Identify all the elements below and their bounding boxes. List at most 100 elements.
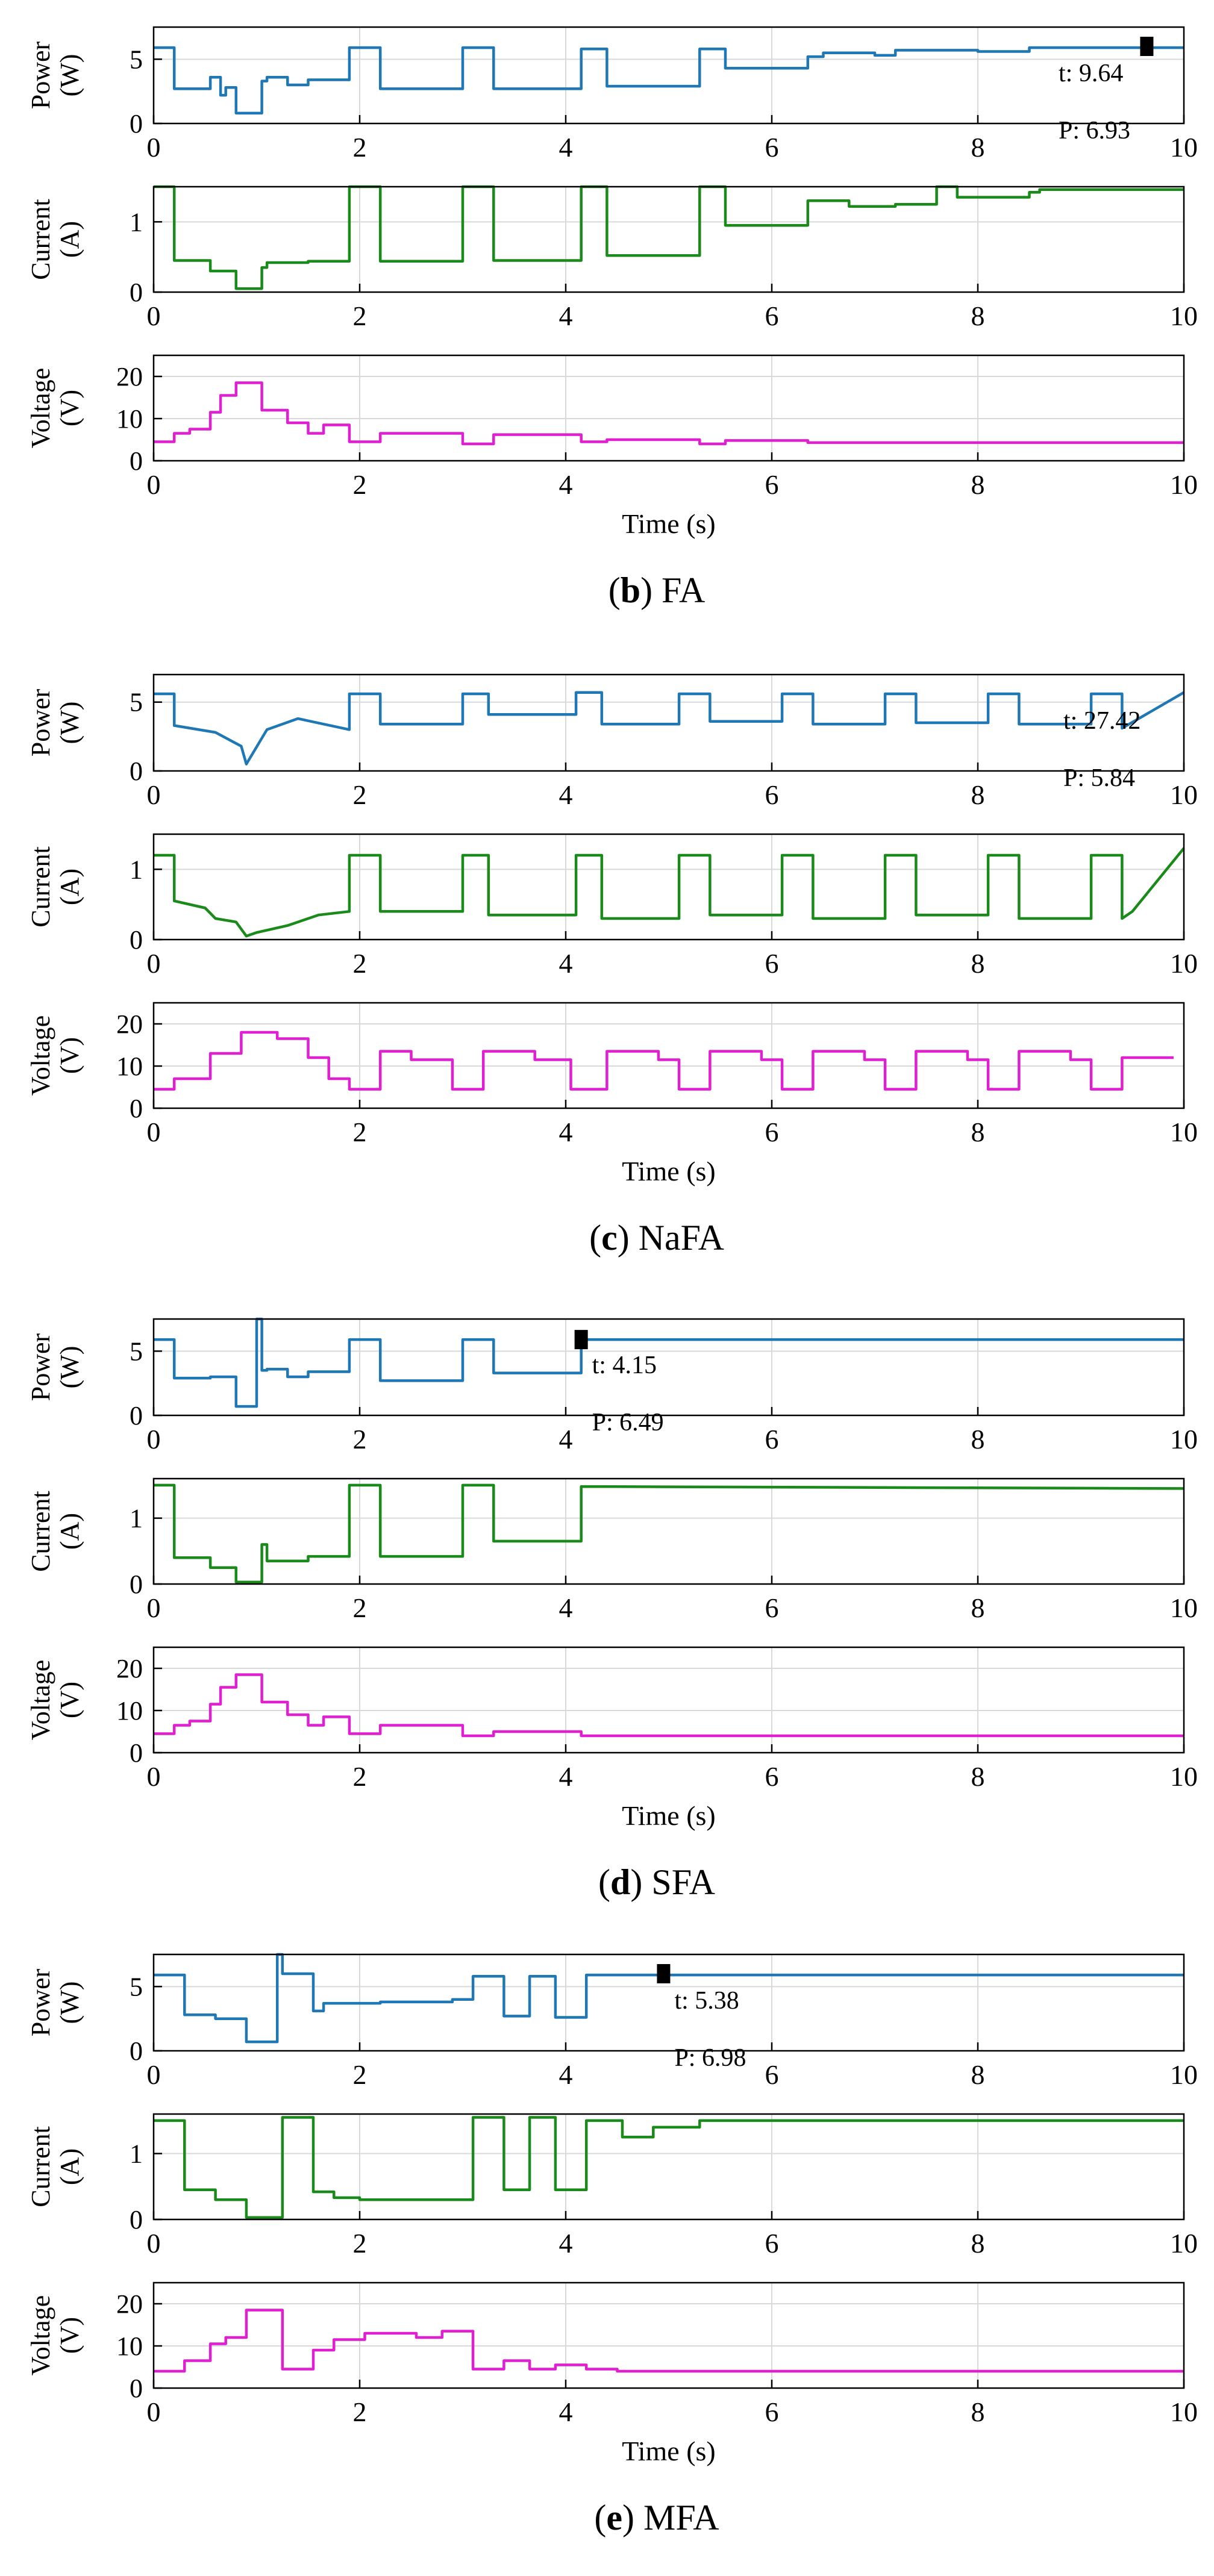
x-tick-label: 6 (765, 2059, 779, 2090)
x-tick-label: 0 (147, 1761, 161, 1792)
x-tick-label: 10 (1170, 301, 1198, 331)
x-tick-label: 2 (353, 948, 367, 979)
axes-box (152, 2281, 1185, 2389)
axes-box (152, 673, 1185, 772)
caption-text: NaFA (639, 1218, 724, 1258)
x-tick-label: 10 (1170, 2397, 1198, 2427)
y-axis-label: Voltage (26, 368, 55, 449)
y-tick-label: 0 (130, 1094, 143, 1123)
subplot-power: 0 5 0 2 4 6 8 10 Power (W) t: 27.42 P: 5.84 (26, 673, 1198, 810)
caption-text: MFA (643, 2498, 719, 2537)
x-tick-label: 4 (559, 132, 573, 163)
x-axis-label: Time (s) (622, 508, 716, 539)
y-axis-unit: (V) (55, 1682, 84, 1718)
x-tick-label: 6 (765, 779, 779, 810)
subplot-power: 0 5 0 2 4 6 8 10 Power (W) t: 9.64 P: 6.93 (26, 26, 1198, 163)
x-tick-label: 2 (353, 2228, 367, 2259)
x-axis-label: Time (s) (622, 1800, 716, 1831)
x-tick-label: 0 (147, 948, 161, 979)
y-tick-label: 0 (130, 446, 143, 476)
x-tick-label: 6 (765, 1592, 779, 1623)
x-tick-label: 4 (559, 1424, 573, 1455)
y-tick-label: 10 (116, 1052, 143, 1081)
y-tick-label: 5 (130, 1336, 143, 1366)
y-axis-label: Power (26, 41, 55, 109)
datatip-time: t: 4.15 (592, 1352, 657, 1379)
x-tick-label: 2 (353, 779, 367, 810)
datatip-power: P: 6.93 (1059, 117, 1130, 145)
x-axis-label: Time (s) (622, 1156, 716, 1187)
x-tick-label: 6 (765, 469, 779, 500)
caption-label: b (621, 570, 640, 610)
x-tick-label: 4 (559, 1117, 573, 1147)
x-tick-label: 2 (353, 2059, 367, 2090)
x-tick-label: 8 (971, 948, 985, 979)
x-tick-label: 8 (971, 469, 985, 500)
subplot-power: 0 5 0 2 4 6 8 10 Power (W) t: 5.38 P: 6.98 (26, 1953, 1198, 2090)
y-axis-label: Current (26, 1491, 55, 1571)
voltage-series-line (154, 2309, 1184, 2373)
caption-label: c (601, 1218, 618, 1258)
x-tick-label: 6 (765, 1424, 779, 1455)
x-tick-label: 2 (353, 1117, 367, 1147)
axes-box (152, 1002, 1185, 1109)
power-series-line (154, 691, 1185, 766)
power-series-line (154, 46, 1184, 115)
x-tick-label: 2 (353, 301, 367, 331)
y-tick-label: 1 (130, 2139, 143, 2169)
y-tick-label: 0 (130, 2374, 143, 2403)
y-tick-label: 5 (130, 1972, 143, 2001)
y-axis-unit: (W) (55, 1982, 84, 2024)
y-tick-label: 0 (130, 278, 143, 307)
caption-paren-open: ( (589, 1218, 601, 1258)
x-tick-label: 0 (147, 1117, 161, 1147)
x-tick-label: 2 (353, 1592, 367, 1623)
y-tick-label: 0 (130, 1738, 143, 1768)
x-tick-label: 4 (559, 1592, 573, 1623)
datatip-time: t: 27.42 (1063, 707, 1140, 735)
x-tick-label: 6 (765, 2397, 779, 2427)
y-tick-label: 0 (130, 925, 143, 955)
x-tick-label: 8 (971, 1117, 985, 1147)
y-axis-unit: (W) (55, 702, 84, 744)
x-tick-label: 2 (353, 1761, 367, 1792)
y-axis-unit: (V) (55, 390, 84, 426)
y-tick-label: 20 (116, 1654, 143, 1683)
x-tick-label: 6 (765, 2228, 779, 2259)
x-tick-label: 0 (147, 1424, 161, 1455)
y-axis-label: Voltage (26, 2295, 55, 2376)
voltage-series-line (154, 1673, 1184, 1738)
y-tick-label: 20 (116, 1009, 143, 1039)
x-tick-label: 0 (147, 2397, 161, 2427)
x-tick-label: 4 (559, 779, 573, 810)
panel-caption: (b) FA (609, 570, 706, 610)
x-tick-label: 0 (147, 132, 161, 163)
y-axis-label: Power (26, 1968, 55, 2036)
y-axis-label: Power (26, 688, 55, 756)
panel-caption: (d) SFA (598, 1862, 715, 1902)
caption-label: e (606, 2498, 622, 2537)
axes-box (152, 186, 1185, 293)
x-tick-label: 4 (559, 301, 573, 331)
x-tick-label: 8 (971, 779, 985, 810)
datatip-time: t: 9.64 (1059, 60, 1123, 87)
y-axis-label: Voltage (26, 1015, 55, 1096)
x-tick-label: 2 (353, 132, 367, 163)
y-axis-unit: (A) (55, 2148, 84, 2185)
y-tick-label: 5 (130, 45, 143, 74)
x-tick-label: 4 (559, 2059, 573, 2090)
subplot-voltage: 0 10 20 0 2 4 6 8 10 Voltage (V) (26, 1646, 1198, 1792)
axes-box (152, 1646, 1185, 1754)
y-axis-label: Current (26, 2126, 55, 2207)
x-tick-label: 8 (971, 2228, 985, 2259)
x-tick-label: 8 (971, 301, 985, 331)
y-tick-label: 0 (130, 2036, 143, 2066)
y-tick-label: 10 (116, 1696, 143, 1726)
y-axis-unit: (A) (55, 221, 84, 258)
y-axis-unit: (W) (55, 54, 84, 97)
datatip-power: P: 5.84 (1063, 764, 1135, 792)
